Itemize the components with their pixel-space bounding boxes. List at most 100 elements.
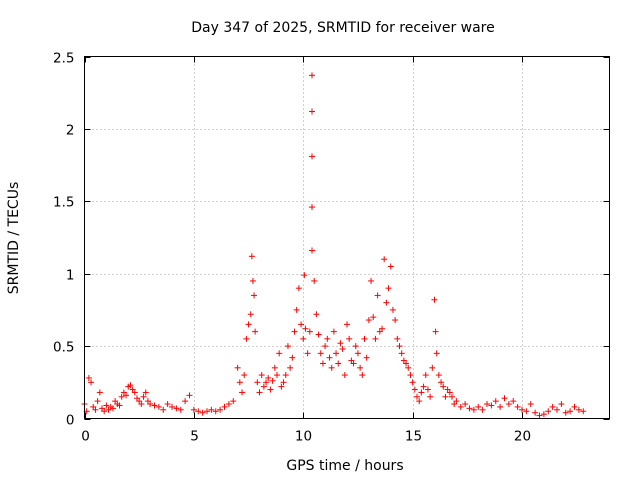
data-point	[370, 314, 377, 321]
data-point	[265, 374, 272, 381]
data-point	[164, 401, 171, 408]
data-point	[245, 321, 252, 328]
data-point	[396, 343, 403, 350]
data-point	[571, 403, 578, 410]
data-point	[204, 408, 210, 415]
data-point	[96, 389, 103, 396]
data-point	[195, 408, 202, 415]
data-point	[549, 403, 556, 410]
data-point	[92, 406, 99, 413]
data-point	[389, 306, 396, 313]
y-tick-labels: 0 0.5 1 1.5 2 2.5	[53, 51, 74, 429]
data-point	[562, 409, 569, 416]
data-point	[466, 405, 473, 412]
data-point	[422, 372, 429, 379]
data-point	[501, 395, 508, 402]
data-point	[116, 402, 123, 409]
data-point	[435, 372, 442, 379]
data-point	[225, 401, 232, 408]
data-point	[309, 247, 315, 254]
data-point	[212, 408, 219, 415]
data-point	[379, 325, 385, 332]
data-point	[497, 403, 504, 410]
data-point	[403, 360, 410, 367]
data-point	[567, 408, 574, 415]
data-point	[420, 383, 427, 390]
data-point	[289, 354, 296, 361]
data-point	[479, 406, 486, 413]
x-tick-label: 5	[190, 429, 199, 445]
data-point	[350, 360, 357, 367]
data-point	[319, 360, 326, 367]
data-point	[488, 402, 495, 409]
x-axis-label: GPS time / hours	[286, 458, 403, 474]
data-point	[160, 406, 167, 413]
data-point	[258, 372, 265, 379]
data-point	[291, 328, 298, 335]
plot-frame	[84, 56, 610, 419]
data-point	[363, 354, 370, 361]
data-point	[383, 299, 390, 306]
data-point	[558, 401, 565, 408]
data-point	[405, 364, 412, 371]
grid-layer	[84, 56, 610, 419]
y-tick-label: 1.5	[53, 195, 74, 211]
data-point	[267, 386, 274, 393]
data-point	[230, 398, 237, 405]
data-point	[392, 317, 399, 324]
y-tick-label: 2.5	[53, 51, 74, 67]
data-point	[217, 406, 224, 413]
data-point	[234, 364, 241, 371]
data-point	[381, 256, 388, 263]
data-point	[554, 406, 560, 413]
data-point	[354, 350, 361, 357]
data-point	[263, 379, 270, 386]
data-point	[418, 389, 425, 396]
data-point	[432, 328, 439, 335]
data-point	[302, 325, 309, 332]
data-point	[103, 402, 110, 409]
data-point	[243, 335, 250, 342]
data-point	[85, 374, 92, 381]
data-point	[457, 403, 464, 410]
data-point	[427, 393, 434, 400]
data-point	[247, 311, 254, 318]
data-point	[433, 350, 440, 357]
data-point	[287, 364, 294, 371]
data-point	[438, 379, 445, 386]
data-point	[449, 393, 455, 400]
data-point	[532, 409, 539, 416]
data-point	[431, 296, 438, 303]
data-point	[339, 345, 346, 352]
data-point	[580, 408, 587, 415]
data-point	[322, 343, 329, 350]
data-point	[101, 408, 108, 415]
data-point	[536, 412, 543, 419]
data-point	[271, 364, 278, 371]
data-point	[545, 408, 552, 415]
data-point	[328, 364, 335, 371]
data-point	[199, 409, 206, 416]
data-point	[186, 392, 193, 399]
data-points	[81, 72, 587, 419]
data-point	[177, 406, 184, 413]
data-point	[414, 393, 420, 400]
data-point	[147, 401, 154, 408]
data-point	[282, 372, 289, 379]
x-tick-label: 0	[81, 429, 90, 445]
data-point	[523, 408, 530, 415]
data-point	[306, 328, 313, 335]
x-tick-label: 15	[405, 429, 422, 445]
data-point	[155, 403, 162, 410]
data-point	[169, 403, 175, 410]
data-point	[208, 406, 215, 413]
data-point	[317, 350, 324, 357]
data-point	[368, 277, 375, 284]
data-point	[254, 379, 261, 386]
x-tick-labels: 0 5 10 15 20	[81, 429, 531, 445]
data-point	[182, 398, 189, 405]
data-point	[127, 382, 134, 389]
data-point	[365, 317, 372, 324]
x-tick-label: 10	[295, 429, 312, 445]
data-point	[88, 379, 95, 386]
